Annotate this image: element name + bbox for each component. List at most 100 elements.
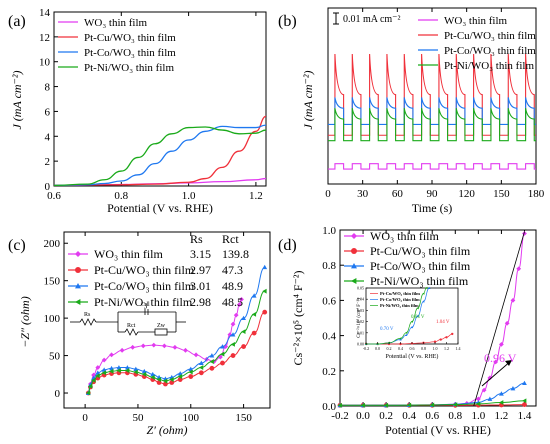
panel-c-rs-value: 3.15 — [190, 247, 211, 261]
panel-b-legend-label: Pt-Ni/WO₃ thin film — [444, 60, 534, 72]
panel-d-point — [475, 401, 481, 407]
panel-d-point — [487, 396, 493, 401]
panel-d-legend-label: Pt-Cu/WO₃ thin film — [370, 244, 471, 258]
panel-d-xtick-label: 1.4 — [518, 410, 532, 422]
inset-ytick-label: 0.02 — [357, 319, 364, 324]
panel-c-point — [227, 332, 233, 338]
panel-c-point — [150, 374, 155, 380]
panel-a-series-line — [53, 124, 267, 187]
panel-b-series-line — [328, 54, 536, 136]
inset-series-line — [365, 333, 453, 345]
panel-d-point — [499, 400, 504, 405]
panel-a-ytick-label: 4 — [45, 131, 51, 143]
inset-point — [410, 320, 413, 323]
panel-d-legend-label: Pt-Co/WO₃ thin film — [370, 259, 471, 273]
panel-c-point — [101, 357, 107, 363]
panel-d-xtick-label: 0.4 — [402, 410, 416, 422]
panel-c-point — [251, 330, 257, 336]
panel-c-point — [230, 341, 235, 347]
panel-a-series-line — [53, 126, 267, 187]
panel-c-point — [251, 311, 257, 317]
panel-c-point — [95, 370, 101, 375]
inset-annotation-ptco: 0.70 V — [380, 327, 394, 332]
panel-d-legend-marker — [351, 263, 357, 269]
panel-c-point — [141, 371, 147, 377]
panel-c-point — [233, 312, 239, 318]
panel-d-ytick-label: 0.2 — [322, 366, 336, 378]
panel-d-point — [487, 375, 493, 381]
panel-d-point — [499, 342, 504, 347]
panel-c-point — [209, 365, 215, 371]
panel-b-xlabel: Time (s) — [412, 201, 453, 215]
panel-c-frame — [63, 231, 271, 409]
panel-d-point — [429, 402, 435, 408]
panel-d-point — [452, 402, 458, 407]
panel-c-point — [220, 351, 225, 357]
panel-c-point — [236, 302, 242, 308]
inset-xtick-label: 1.0 — [433, 346, 438, 351]
inset-annotation-ptni: 0.64 V — [411, 315, 425, 320]
inset-point — [399, 338, 402, 341]
panel-c-point — [141, 368, 147, 374]
panel-d-inset: Cs⁻²×10⁵ (cm⁴ F⁻²) Potential (V vs. RHE)… — [356, 286, 461, 361]
panel-b-xtick-label: 180 — [528, 188, 545, 200]
panel-c-point — [156, 377, 161, 382]
panel-c-point — [188, 369, 193, 375]
panel-c-point — [177, 374, 183, 379]
panel-c-xtick-label: 100 — [183, 412, 200, 424]
panel-c-rs-value: 2.98 — [190, 295, 211, 309]
panel-b-series-line — [328, 97, 536, 125]
panel-c-point — [109, 352, 114, 358]
inset-point — [445, 336, 448, 339]
panel-c-point — [161, 343, 167, 349]
panel-a-legend-label: WO₃ thin film — [84, 17, 148, 29]
panel-c-ytick-label: 100 — [44, 313, 61, 325]
panel-c-rct-value: 47.3 — [222, 263, 243, 277]
inset-point — [451, 332, 454, 336]
panel-c-rs-value: 2.97 — [190, 263, 211, 277]
panel-d-point — [406, 402, 412, 408]
panel-d-ytick-label: 0.0 — [322, 401, 336, 413]
inset-xtick-label: 0.4 — [398, 346, 403, 351]
panel-d-point — [360, 402, 365, 408]
panel-b-xtick-label: 150 — [493, 188, 510, 200]
panel-c-point — [230, 353, 236, 358]
panel-c-point — [88, 383, 93, 389]
panel-c-point — [163, 378, 168, 384]
panel-c-table-header-rs: Rs — [190, 232, 203, 246]
circuit-label-rct: Rct — [127, 323, 136, 329]
panel-c-point — [116, 365, 122, 370]
panel-c-xtick-label: 50 — [132, 412, 144, 424]
panel-c-point — [188, 374, 194, 379]
panel-a-ytick-label: 10 — [39, 57, 51, 69]
panel-d-point — [337, 402, 342, 408]
panel-c-table-header-rct: Rct — [222, 232, 239, 246]
inset-xtick-label: 0.2 — [387, 346, 392, 351]
panel-d-point — [499, 391, 504, 396]
panel-b-xtick-label: 90 — [427, 188, 439, 200]
panel-d-point — [522, 402, 527, 407]
panel-c-rct-value: 48.5 — [222, 295, 243, 309]
panel-c-point — [109, 368, 114, 374]
panel-label-b: (b) — [278, 13, 297, 30]
panel-c-point — [198, 370, 204, 376]
inset-point — [405, 331, 408, 334]
panel-a-ytick-label: 12 — [39, 32, 50, 44]
inset-legend-label: Pt-Co/WO₃ thin film — [380, 297, 420, 302]
equivalent-circuit — [70, 309, 186, 336]
inset-point — [405, 333, 408, 336]
panel-d-point — [475, 396, 481, 402]
panel-c-legend-label: Pt-Cu/WO₃ thin film — [94, 263, 195, 277]
panel-d-point — [481, 387, 487, 393]
panel-d-ytick-label: 0.4 — [322, 331, 336, 343]
panel-c-point — [230, 321, 236, 327]
panel-c-point — [230, 332, 236, 337]
panel-c-point — [220, 360, 225, 366]
panel-d-tangent-line — [473, 231, 525, 407]
inset-ytick-label: 0.00 — [357, 342, 364, 347]
panel-b-ylabel: J (mA cm⁻²) — [301, 70, 315, 129]
panel-c-point — [169, 377, 174, 382]
